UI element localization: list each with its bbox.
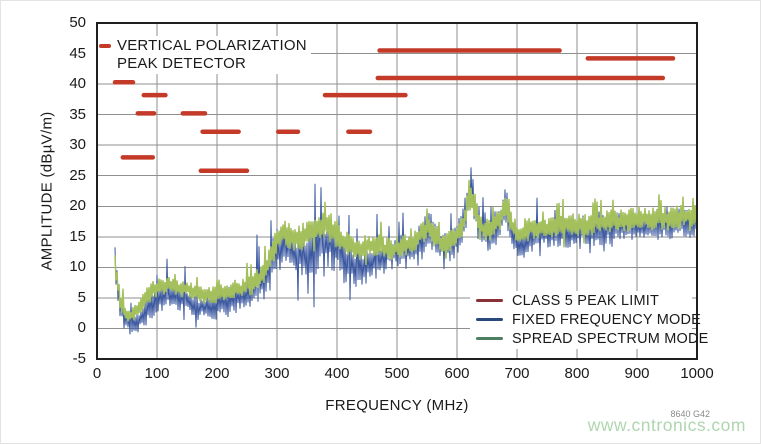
- class5-limit-line-icon: [476, 298, 503, 303]
- x-axis-title: FREQUENCY (MHz): [325, 397, 469, 414]
- annotation-text: VERTICAL POLARIZATION PEAK DETECTOR: [117, 37, 307, 73]
- class5-limit-segments: [112, 48, 676, 174]
- x-tick-label: 400: [324, 365, 350, 382]
- x-tick-label: 100: [144, 365, 170, 382]
- y-tick-label: 5: [77, 288, 86, 306]
- x-tick-label: 300: [264, 365, 290, 382]
- trace-fixed-frequency-mode: [114, 167, 697, 335]
- legend-label-spread-spectrum: SPREAD SPECTRUM MODE: [512, 330, 709, 347]
- figure-id: 8640 G42: [670, 409, 710, 419]
- limit-dash-icon: [99, 44, 111, 48]
- y-tick-label: 30: [69, 136, 86, 154]
- x-tick-label: 700: [504, 365, 530, 382]
- x-tick-label: 1000: [680, 365, 714, 382]
- annotation-line2: PEAK DETECTOR: [117, 55, 247, 72]
- y-tick-label: 50: [69, 14, 86, 31]
- x-tick-label: 200: [204, 365, 230, 382]
- y-tick-label: 25: [69, 166, 86, 184]
- y-tick-label: 40: [69, 75, 86, 93]
- legend-label-class5-limit: CLASS 5 PEAK LIMIT: [512, 292, 660, 309]
- plot-border: [96, 22, 698, 360]
- x-tick-label: 600: [444, 365, 470, 382]
- y-tick-label: -5: [72, 350, 86, 367]
- legend-row-class5-limit: CLASS 5 PEAK LIMIT: [476, 292, 692, 309]
- trace-spread-spectrum-mode: [114, 179, 697, 322]
- legend-label-fixed-frequency: FIXED FREQUENCY MODE: [512, 311, 702, 328]
- x-tick-label: 800: [564, 365, 590, 382]
- y-tick-label: 0: [77, 319, 86, 337]
- spread-spectrum-line-icon: [476, 336, 503, 341]
- y-axis-title: AMPLITUDE (dBµV/m): [38, 111, 56, 271]
- y-tick-label: 10: [69, 258, 86, 276]
- legend-row-fixed-frequency: FIXED FREQUENCY MODE: [476, 312, 701, 328]
- legend: CLASS 5 PEAK LIMIT FIXED FREQUENCY MODE …: [470, 291, 708, 349]
- y-tick-label: 20: [69, 197, 86, 215]
- y-tick-label: 15: [69, 227, 86, 245]
- fixed-frequency-line-icon: [476, 317, 503, 322]
- emi-traces: [114, 167, 697, 335]
- y-tick-label: 35: [69, 105, 86, 123]
- annotation-line1: VERTICAL POLARIZATION: [117, 37, 307, 54]
- annotation-vertical-polarization: VERTICAL POLARIZATION PEAK DETECTOR: [98, 36, 311, 74]
- x-tick-label: 500: [384, 365, 410, 382]
- watermark: www.cntronics.com: [587, 415, 746, 435]
- y-tick-label: 45: [69, 44, 86, 62]
- x-tick-label: 0: [92, 365, 102, 382]
- legend-row-spread-spectrum: SPREAD SPECTRUM MODE: [476, 331, 708, 347]
- x-tick-label: 900: [624, 365, 650, 382]
